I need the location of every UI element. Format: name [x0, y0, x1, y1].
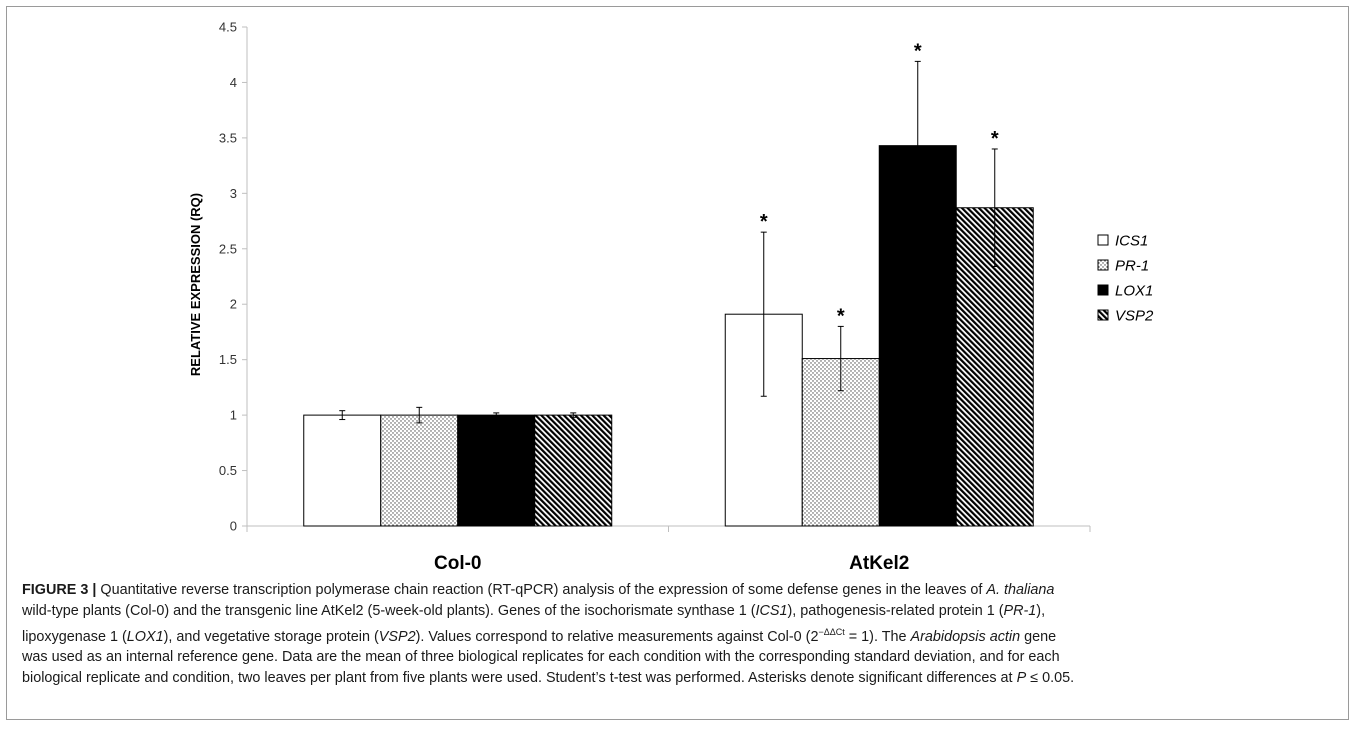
y-tick-label: 4 [230, 75, 237, 90]
caption-segment: LOX1 [126, 628, 164, 645]
caption-segment: VSP2 [378, 628, 416, 645]
caption-segment: A. thaliana [986, 582, 1055, 598]
significance-marker: * [760, 211, 768, 233]
caption-segment: ≤ 0.05. [1026, 669, 1075, 686]
legend-swatch-lox1 [1097, 284, 1109, 296]
legend-label-pr-1: PR-1 [1115, 258, 1149, 275]
caption-segment: lipoxygenase 1 ( [22, 628, 127, 645]
bar-chart: 0 0.5 1 1.5 2 2.5 3 3.5 4 4.5 RELATIVE EXPRESSION … [188, 20, 1154, 575]
y-tick-label: 3.5 [219, 130, 237, 145]
y-tick-label: 1 [230, 408, 237, 423]
x-category-label: Col-0 [434, 553, 482, 574]
significance-marker: * [914, 40, 922, 62]
caption-segment: = 1). The [844, 628, 911, 645]
legend-swatch-ics1 [1097, 234, 1109, 246]
caption-segment: PR-1 [1003, 602, 1037, 619]
caption-line: was used as an internal reference gene. … [22, 647, 1340, 668]
y-tick-label: 2 [230, 297, 237, 312]
caption-segment: was used as an internal reference gene. … [22, 649, 1060, 666]
legend-label-vsp2: VSP2 [1115, 308, 1154, 325]
y-tick-label: 4.5 [219, 20, 237, 35]
figure-frame [6, 6, 1349, 720]
significance-marker: * [837, 305, 845, 327]
y-tick-label: 0 [230, 519, 237, 534]
caption-segment: −ΔΔCt [818, 626, 845, 637]
legend-label-ics1: ICS1 [1115, 233, 1148, 250]
caption-segment: Arabidopsis actin [910, 628, 1021, 645]
bar-lox1-col-0 [457, 414, 536, 527]
y-tick-label: 0.5 [219, 463, 237, 478]
bar-vsp2-col-0 [534, 414, 613, 527]
caption-segment: ), [1036, 602, 1046, 619]
caption-segment: wild-type plants (Col-0) and the transge… [22, 602, 756, 619]
caption-line: lipoxygenase 1 (LOX1), and vegetative st… [22, 622, 1340, 648]
legend-label-lox1: LOX1 [1115, 283, 1153, 300]
caption-segment: Quantitative reverse transcription polym… [96, 582, 987, 598]
y-tick-label: 3 [230, 186, 237, 201]
caption-segment: P [1016, 669, 1027, 686]
legend-swatch-pr-1 [1097, 259, 1109, 271]
caption-segment: ), pathogenesis-related protein 1 ( [787, 602, 1004, 619]
caption-segment: ), and vegetative storage protein ( [163, 628, 379, 645]
significance-marker: * [991, 128, 999, 150]
bar-ics1-col-0 [303, 414, 382, 527]
caption-line: wild-type plants (Col-0) and the transge… [22, 601, 1340, 622]
caption-line: biological replicate and condition, two … [22, 668, 1340, 689]
caption-segment: biological replicate and condition, two … [22, 669, 1017, 686]
caption-segment: gene [1020, 628, 1057, 645]
y-tick-label: 2.5 [219, 241, 237, 256]
bar-pr-1-col-0 [380, 414, 459, 527]
caption-segment: ). Values correspond to relative measure… [415, 628, 819, 645]
caption-line: FIGURE 3 | Quantitative reverse transcri… [22, 580, 1340, 601]
figure-label: FIGURE 3 | [22, 582, 97, 598]
caption-segment: ICS1 [755, 602, 788, 619]
legend-swatch-vsp2 [1097, 309, 1109, 321]
y-axis-label: RELATIVE EXPRESSION (RQ) [188, 193, 203, 376]
x-category-label: AtKel2 [849, 553, 909, 574]
y-tick-label: 1.5 [219, 352, 237, 367]
figure-caption: FIGURE 3 | Quantitative reverse transcri… [22, 580, 1340, 689]
